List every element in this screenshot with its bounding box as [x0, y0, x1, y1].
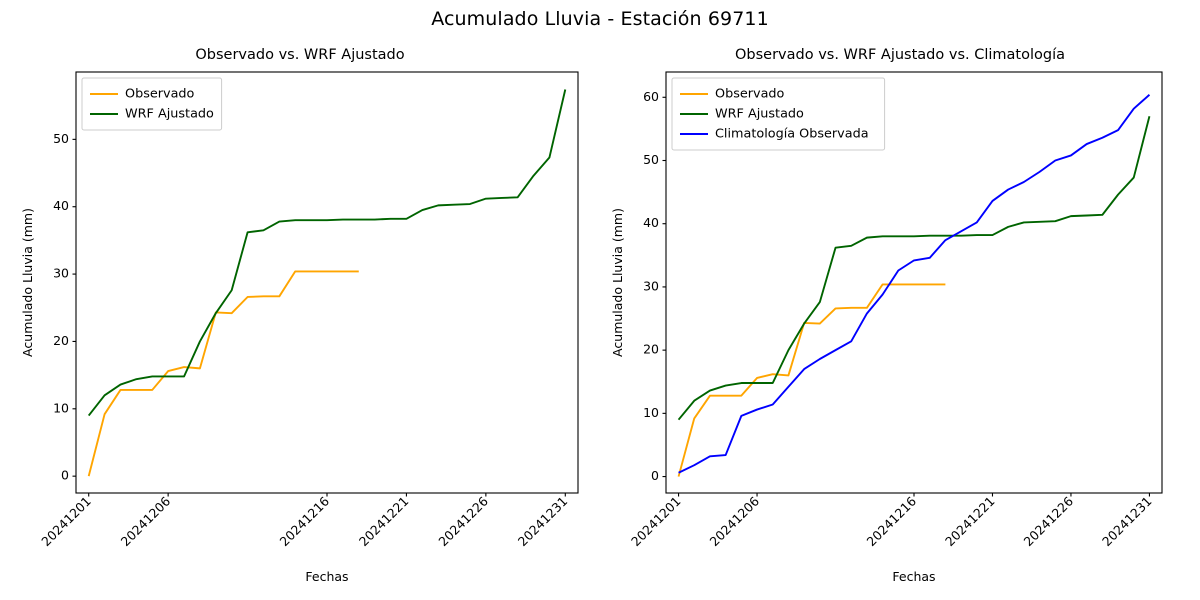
x-tick-label: 20241226 — [435, 493, 491, 549]
legend-label-observado: Observado — [715, 87, 785, 102]
x-tick-label: 20241206 — [707, 493, 763, 549]
x-tick-label: 20241231 — [1099, 494, 1155, 550]
x-tick-label: 20241216 — [277, 493, 333, 549]
x-tick-label: 20241206 — [118, 493, 174, 549]
y-tick-label: 0 — [61, 468, 69, 483]
legend-label-observado: Observado — [125, 87, 195, 102]
y-tick-label: 10 — [643, 405, 659, 420]
axis-frame — [75, 71, 579, 494]
x-tick-label: 20241221 — [942, 494, 998, 550]
panel-right: Observado vs. WRF Ajustado vs. Climatolo… — [600, 0, 1200, 600]
y-tick-label: 50 — [643, 152, 659, 167]
panel-left: Observado vs. WRF Ajustado 0 10 20 30 40 50 20… — [20, 47, 579, 584]
figure-title: Acumulado Lluvia - Estación 69711 — [431, 8, 769, 30]
panel-right-plot-area: 0 10 20 30 40 50 60 20241201 20241206 20241216 202… — [610, 71, 1163, 584]
y-tick-label: 20 — [643, 342, 659, 357]
x-tick-label: 20241201 — [628, 494, 684, 550]
series-line-observado — [677, 283, 946, 477]
x-axis-label: Fechas — [305, 569, 348, 584]
x-axis-label: Fechas — [892, 569, 935, 584]
panel-right-title: Observado vs. WRF Ajustado vs. Climatolo… — [735, 47, 1065, 63]
series-line-wrf-ajustado — [87, 89, 567, 417]
y-tick-label: 30 — [643, 278, 659, 293]
y-tick-label: 50 — [53, 131, 69, 146]
panel-left-plot-area: 0 10 20 30 40 50 20241201 20241206 20241216 20241… — [20, 71, 579, 584]
series-line-climatolog-a-observada — [678, 94, 1151, 474]
x-tick-label: 20241231 — [515, 494, 571, 550]
panel-left-title: Observado vs. WRF Ajustado — [195, 47, 405, 63]
x-tick-label: 20241216 — [864, 493, 920, 549]
y-tick-label: 0 — [651, 468, 659, 483]
x-tick-label: 20241201 — [38, 494, 94, 550]
series-line-observado — [87, 270, 359, 477]
y-tick-label: 40 — [643, 215, 659, 230]
legend-box — [81, 77, 223, 131]
x-tick-label: 20241226 — [1020, 493, 1076, 549]
legend-label-climatolog-a-observada: Climatología Observada — [715, 127, 869, 142]
y-axis-label: Acumulado Lluvia (mm) — [610, 208, 625, 357]
y-tick-label: 30 — [53, 266, 69, 281]
x-tick-label: 20241221 — [356, 494, 412, 550]
legend-label-wrf-ajustado: WRF Ajustado — [715, 107, 804, 122]
legend-box — [671, 77, 886, 151]
y-axis-label: Acumulado Lluvia (mm) — [20, 208, 35, 357]
y-tick-label: 40 — [53, 198, 69, 213]
y-tick-label: 10 — [53, 400, 69, 415]
y-tick-label: 60 — [643, 89, 659, 104]
y-tick-label: 20 — [53, 333, 69, 348]
series-line-wrf-ajustado — [677, 116, 1151, 421]
legend-label-wrf-ajustado: WRF Ajustado — [125, 107, 214, 122]
